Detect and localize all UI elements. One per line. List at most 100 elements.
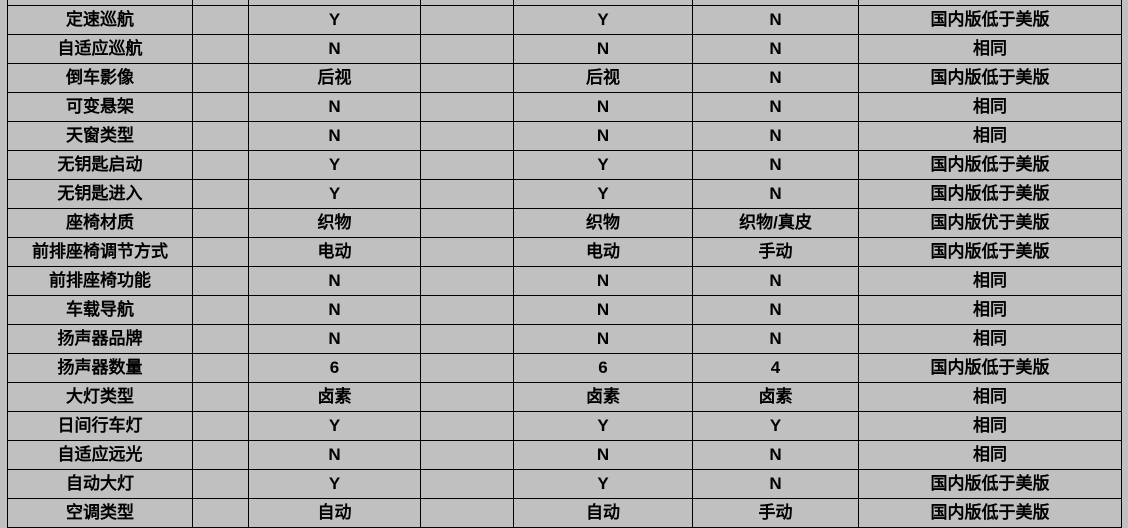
value-cell-domestic-2: 后视 — [513, 63, 693, 93]
feature-label-cell: 可变悬架 — [7, 92, 193, 122]
spacer-cell-b — [420, 208, 514, 238]
value-cell-domestic-2: Y — [513, 469, 693, 499]
spacer-cell-b — [420, 34, 514, 64]
value-cell-domestic-1: 6 — [248, 353, 421, 383]
spacer-cell-b — [420, 469, 514, 499]
value-cell-domestic-1: Y — [248, 411, 421, 441]
value-cell-domestic-1: N — [248, 266, 421, 296]
value-cell-us: N — [692, 121, 859, 151]
feature-label-cell: 空调类型 — [7, 498, 193, 528]
spacer-cell-b — [420, 179, 514, 209]
spacer-cell-b — [420, 353, 514, 383]
comparison-note-cell: 相同 — [858, 324, 1122, 354]
feature-label-cell: 自适应远光 — [7, 440, 193, 470]
spacer-cell-a — [192, 5, 249, 35]
spec-table-body: 定速巡航 Y Y N 国内版低于美版 自适应巡航 N N N 相同 倒车影像 后视 后视 N 国内版低于美版… — [7, 0, 1122, 528]
feature-label-cell: 无钥匙进入 — [7, 179, 193, 209]
spacer-cell-b — [420, 382, 514, 412]
feature-label-cell: 车载导航 — [7, 295, 193, 325]
value-cell-domestic-1: N — [248, 92, 421, 122]
value-cell-domestic-2: N — [513, 34, 693, 64]
value-cell-us: 织物/真皮 — [692, 208, 859, 238]
table-row: 天窗类型 N N N 相同 — [7, 121, 1122, 151]
spacer-cell-b — [420, 63, 514, 93]
table-row: 前排座椅调节方式 电动 电动 手动 国内版低于美版 — [7, 237, 1122, 267]
value-cell-domestic-1: N — [248, 440, 421, 470]
table-row: 无钥匙进入 Y Y N 国内版低于美版 — [7, 179, 1122, 209]
value-cell-domestic-2: Y — [513, 179, 693, 209]
table-row: 大灯类型 卤素 卤素 卤素 相同 — [7, 382, 1122, 412]
comparison-note-cell: 国内版低于美版 — [858, 469, 1122, 499]
spacer-cell-a — [192, 237, 249, 267]
spacer-cell-a — [192, 440, 249, 470]
feature-label-cell: 前排座椅功能 — [7, 266, 193, 296]
table-row: 扬声器数量 6 6 4 国内版低于美版 — [7, 353, 1122, 383]
value-cell-us: 卤素 — [692, 382, 859, 412]
value-cell-domestic-2: N — [513, 324, 693, 354]
comparison-note-cell: 国内版低于美版 — [858, 63, 1122, 93]
value-cell-domestic-2: 卤素 — [513, 382, 693, 412]
spacer-cell-a — [192, 121, 249, 151]
value-cell-domestic-2: N — [513, 121, 693, 151]
value-cell-domestic-1: Y — [248, 150, 421, 180]
value-cell-domestic-1: 后视 — [248, 63, 421, 93]
comparison-note-cell: 相同 — [858, 92, 1122, 122]
comparison-note-cell: 国内版低于美版 — [858, 498, 1122, 528]
feature-label-cell: 大灯类型 — [7, 382, 193, 412]
comparison-note-cell: 国内版低于美版 — [858, 237, 1122, 267]
value-cell-domestic-1: Y — [248, 5, 421, 35]
spacer-cell-a — [192, 411, 249, 441]
feature-label-cell: 自动大灯 — [7, 469, 193, 499]
value-cell-us: N — [692, 179, 859, 209]
value-cell-domestic-1: N — [248, 34, 421, 64]
table-row: 自动大灯 Y Y N 国内版低于美版 — [7, 469, 1122, 499]
value-cell-domestic-2: N — [513, 92, 693, 122]
comparison-note-cell: 相同 — [858, 440, 1122, 470]
table-row: 定速巡航 Y Y N 国内版低于美版 — [7, 5, 1122, 35]
spacer-cell-a — [192, 382, 249, 412]
feature-label-cell: 天窗类型 — [7, 121, 193, 151]
table-row: 座椅材质 织物 织物 织物/真皮 国内版优于美版 — [7, 208, 1122, 238]
spacer-cell-b — [420, 295, 514, 325]
value-cell-domestic-1: 织物 — [248, 208, 421, 238]
table-row: 前排座椅功能 N N N 相同 — [7, 266, 1122, 296]
spacer-cell-b — [420, 498, 514, 528]
value-cell-domestic-2: 织物 — [513, 208, 693, 238]
spacer-cell-a — [192, 469, 249, 499]
value-cell-domestic-2: Y — [513, 150, 693, 180]
table-row: 可变悬架 N N N 相同 — [7, 92, 1122, 122]
value-cell-us: N — [692, 150, 859, 180]
feature-label-cell: 定速巡航 — [7, 5, 193, 35]
comparison-note-cell: 国内版低于美版 — [858, 353, 1122, 383]
value-cell-domestic-1: Y — [248, 179, 421, 209]
value-cell-us: N — [692, 469, 859, 499]
comparison-note-cell: 相同 — [858, 121, 1122, 151]
spec-comparison-table: 定速巡航 Y Y N 国内版低于美版 自适应巡航 N N N 相同 倒车影像 后视 后视 N 国内版低于美版… — [7, 0, 1122, 528]
spacer-cell-a — [192, 34, 249, 64]
value-cell-us: N — [692, 92, 859, 122]
spec-comparison-table-container: 定速巡航 Y Y N 国内版低于美版 自适应巡航 N N N 相同 倒车影像 后视 后视 N 国内版低于美版… — [7, 0, 1122, 528]
table-row: 车载导航 N N N 相同 — [7, 295, 1122, 325]
value-cell-us: Y — [692, 411, 859, 441]
spacer-cell-a — [192, 295, 249, 325]
feature-label-cell: 扬声器数量 — [7, 353, 193, 383]
value-cell-domestic-2: 电动 — [513, 237, 693, 267]
feature-label-cell: 前排座椅调节方式 — [7, 237, 193, 267]
value-cell-us: 手动 — [692, 498, 859, 528]
feature-label-cell: 倒车影像 — [7, 63, 193, 93]
value-cell-domestic-1: N — [248, 324, 421, 354]
spacer-cell-a — [192, 498, 249, 528]
value-cell-us: N — [692, 440, 859, 470]
spacer-cell-a — [192, 353, 249, 383]
feature-label-cell: 无钥匙启动 — [7, 150, 193, 180]
value-cell-domestic-2: N — [513, 295, 693, 325]
value-cell-domestic-1: 电动 — [248, 237, 421, 267]
feature-label-cell: 座椅材质 — [7, 208, 193, 238]
spacer-cell-b — [420, 266, 514, 296]
spacer-cell-a — [192, 92, 249, 122]
table-row: 倒车影像 后视 后视 N 国内版低于美版 — [7, 63, 1122, 93]
spacer-cell-a — [192, 63, 249, 93]
table-row: 无钥匙启动 Y Y N 国内版低于美版 — [7, 150, 1122, 180]
value-cell-domestic-1: N — [248, 295, 421, 325]
feature-label-cell: 日间行车灯 — [7, 411, 193, 441]
